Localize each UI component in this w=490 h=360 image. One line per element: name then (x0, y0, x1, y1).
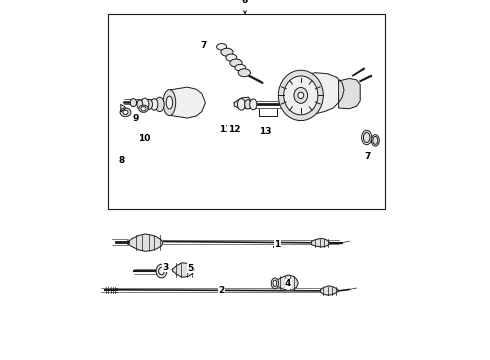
Text: 6: 6 (242, 0, 248, 5)
Ellipse shape (226, 54, 237, 61)
Ellipse shape (159, 267, 164, 275)
Ellipse shape (373, 136, 378, 144)
Ellipse shape (298, 92, 304, 99)
Polygon shape (339, 78, 360, 109)
Ellipse shape (362, 130, 372, 145)
Text: 2: 2 (219, 287, 225, 295)
Text: 8: 8 (119, 156, 125, 165)
Ellipse shape (245, 100, 251, 109)
Ellipse shape (238, 69, 250, 77)
Polygon shape (170, 87, 205, 118)
Ellipse shape (151, 99, 158, 110)
Text: 3: 3 (162, 263, 168, 271)
Polygon shape (127, 234, 163, 251)
Text: 7: 7 (200, 40, 207, 49)
Ellipse shape (238, 99, 245, 110)
Polygon shape (234, 97, 252, 109)
Polygon shape (172, 263, 194, 277)
Ellipse shape (141, 107, 146, 111)
Text: 9: 9 (132, 114, 138, 123)
Ellipse shape (371, 135, 379, 146)
Ellipse shape (166, 96, 172, 109)
Ellipse shape (163, 90, 176, 116)
Ellipse shape (139, 105, 148, 112)
Ellipse shape (217, 44, 227, 50)
Ellipse shape (294, 87, 308, 103)
Text: 10: 10 (138, 134, 150, 143)
Bar (108, 14, 386, 209)
Polygon shape (121, 104, 125, 112)
Ellipse shape (273, 280, 277, 287)
Ellipse shape (364, 132, 370, 143)
Polygon shape (274, 275, 298, 291)
Text: 5: 5 (187, 264, 194, 273)
Ellipse shape (146, 99, 152, 109)
Ellipse shape (137, 100, 143, 109)
Polygon shape (288, 73, 344, 114)
Ellipse shape (284, 76, 318, 115)
Ellipse shape (250, 99, 257, 110)
Polygon shape (320, 286, 339, 295)
Ellipse shape (235, 64, 245, 71)
Text: 7: 7 (364, 152, 370, 161)
Ellipse shape (141, 98, 149, 111)
Ellipse shape (156, 264, 167, 278)
Ellipse shape (221, 48, 233, 56)
Text: 11: 11 (219, 125, 231, 134)
Ellipse shape (230, 59, 242, 67)
Ellipse shape (155, 97, 164, 112)
Ellipse shape (278, 70, 323, 121)
Text: 13: 13 (259, 127, 271, 136)
Text: 12: 12 (228, 125, 241, 134)
Ellipse shape (271, 278, 278, 289)
Polygon shape (312, 238, 330, 247)
Ellipse shape (120, 108, 131, 117)
Ellipse shape (130, 99, 137, 107)
Text: 1: 1 (274, 240, 280, 249)
Ellipse shape (123, 110, 128, 114)
Text: 4: 4 (285, 279, 292, 288)
